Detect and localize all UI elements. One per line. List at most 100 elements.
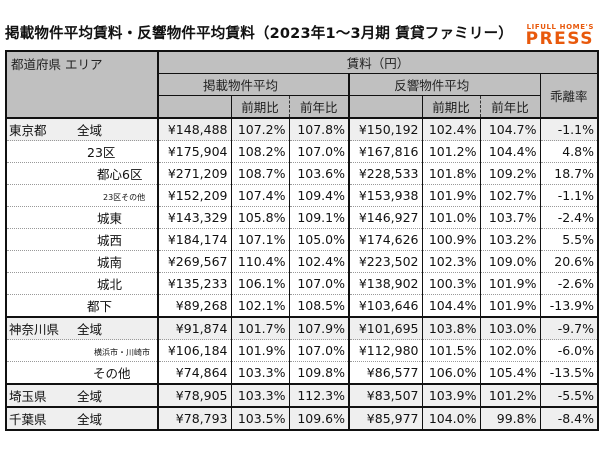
area-name: その他: [93, 366, 131, 381]
logo-bottom-text: PRESS: [525, 29, 594, 49]
gap-rate: -9.7%: [539, 316, 599, 340]
listed-qoq: 110.4%: [230, 250, 290, 273]
listed-qoq: 101.9%: [230, 339, 290, 362]
area-cell: その他: [5, 361, 159, 385]
page-title: 掲載物件平均賃料・反響物件平均賃料（2023年1～3月期 賃貸ファミリー）: [5, 26, 513, 42]
gap-rate: -2.6%: [539, 272, 599, 295]
area-name: 全域: [77, 123, 103, 138]
table-row: 埼玉県 全域 ¥78,905 103.3% 112.3% ¥83,507 103.…: [5, 383, 599, 408]
gap-rate: -8.4%: [539, 406, 599, 431]
response-yoy: 99.8%: [479, 406, 541, 431]
table-row: 横浜市・川崎市 ¥106,184 101.9% 107.0% ¥112,980 …: [5, 339, 599, 362]
listed-qoq: 103.5%: [230, 406, 290, 431]
listed-price: ¥89,268: [157, 294, 232, 318]
response-yoy: 103.0%: [479, 316, 541, 340]
listed-yoy: 105.0%: [288, 228, 350, 251]
area-cell: 23区その他: [5, 184, 159, 207]
response-qoq: 103.8%: [421, 316, 481, 340]
header-response-blank: [348, 95, 423, 119]
response-yoy: 109.2%: [479, 162, 541, 185]
response-price: ¥85,977: [348, 406, 423, 431]
listed-price: ¥175,904: [157, 140, 232, 163]
gap-rate: 20.6%: [539, 250, 599, 273]
listed-qoq: 108.2%: [230, 140, 290, 163]
table-row: 23区 ¥175,904 108.2% 107.0% ¥167,816 101.…: [5, 140, 599, 163]
rent-table: 都道府県 エリア 賃料（円） 掲載物件平均 反響物件平均 乖離率 前期比 前年比…: [5, 50, 599, 431]
listed-price: ¥152,209: [157, 184, 232, 207]
gap-rate: 5.5%: [539, 228, 599, 251]
table-row: その他 ¥74,864 103.3% 109.8% ¥86,577 106.0%…: [5, 361, 599, 385]
response-price: ¥83,507: [348, 383, 423, 408]
response-qoq: 103.9%: [421, 383, 481, 408]
header-listed-blank: [157, 95, 232, 119]
header-listed: 掲載物件平均: [157, 73, 350, 96]
gap-rate: -13.9%: [539, 294, 599, 318]
area-name: 23区その他: [103, 193, 146, 202]
table-row: 都下 ¥89,268 102.1% 108.5% ¥103,646 104.4%…: [5, 294, 599, 318]
response-qoq: 101.2%: [421, 140, 481, 163]
logo-top-text: LIFULL HOME'S: [526, 23, 594, 31]
listed-qoq: 107.1%: [230, 228, 290, 251]
response-qoq: 106.0%: [421, 361, 481, 385]
area-name: 23区: [87, 145, 116, 160]
header-response-yoy: 前年比: [479, 95, 541, 119]
header-area: 都道府県 エリア: [5, 50, 159, 119]
listed-qoq: 103.3%: [230, 361, 290, 385]
listed-price: ¥148,488: [157, 117, 232, 141]
response-qoq: 101.0%: [421, 206, 481, 229]
area-cell: 千葉県 全域: [5, 406, 159, 431]
listed-yoy: 109.6%: [288, 406, 350, 431]
response-qoq: 101.9%: [421, 184, 481, 207]
response-yoy: 102.7%: [479, 184, 541, 207]
listed-qoq: 108.7%: [230, 162, 290, 185]
area-cell: 23区: [5, 140, 159, 163]
response-price: ¥223,502: [348, 250, 423, 273]
header-gap: 乖離率: [539, 73, 599, 119]
listed-price: ¥271,209: [157, 162, 232, 185]
response-price: ¥146,927: [348, 206, 423, 229]
area-name: 城南: [97, 255, 123, 270]
area-cell: 都下: [5, 294, 159, 318]
listed-yoy: 102.4%: [288, 250, 350, 273]
area-name: 城西: [97, 233, 123, 248]
area-name: 全域: [77, 389, 103, 404]
listed-qoq: 106.1%: [230, 272, 290, 295]
response-yoy: 104.4%: [479, 140, 541, 163]
gap-rate: -1.1%: [539, 184, 599, 207]
prefecture: 神奈川県: [9, 322, 60, 337]
gap-rate: 4.8%: [539, 140, 599, 163]
table-row: 城東 ¥143,329 105.8% 109.1% ¥146,927 101.0…: [5, 206, 599, 229]
area-name: 都心6区: [97, 167, 143, 182]
header-response: 反響物件平均: [348, 73, 541, 96]
prefecture: 埼玉県: [9, 389, 47, 404]
response-price: ¥228,533: [348, 162, 423, 185]
listed-price: ¥91,874: [157, 316, 232, 340]
area-name: 城東: [97, 211, 123, 226]
prefecture: 東京都: [9, 123, 47, 138]
area-cell: 城西: [5, 228, 159, 251]
area-name: 都下: [87, 299, 113, 314]
response-price: ¥103,646: [348, 294, 423, 318]
table-row: 城南 ¥269,567 110.4% 102.4% ¥223,502 102.3…: [5, 250, 599, 273]
table-row: 千葉県 全域 ¥78,793 103.5% 109.6% ¥85,977 104.…: [5, 406, 599, 431]
listed-yoy: 107.8%: [288, 117, 350, 141]
header-listed-yoy: 前年比: [288, 95, 350, 119]
listed-yoy: 103.6%: [288, 162, 350, 185]
listed-yoy: 109.1%: [288, 206, 350, 229]
response-yoy: 105.4%: [479, 361, 541, 385]
gap-rate: 18.7%: [539, 162, 599, 185]
area-cell: 城東: [5, 206, 159, 229]
table-row: 城北 ¥135,233 106.1% 107.0% ¥138,902 100.3…: [5, 272, 599, 295]
header-rent: 賃料（円）: [157, 50, 599, 74]
lifull-homes-press-logo: LIFULL HOME'S PRESS: [526, 23, 594, 48]
area-cell: 城南: [5, 250, 159, 273]
listed-qoq: 101.7%: [230, 316, 290, 340]
header-listed-qoq: 前期比: [230, 95, 290, 119]
listed-price: ¥143,329: [157, 206, 232, 229]
response-yoy: 101.9%: [479, 272, 541, 295]
listed-yoy: 107.0%: [288, 272, 350, 295]
response-price: ¥167,816: [348, 140, 423, 163]
listed-price: ¥78,905: [157, 383, 232, 408]
listed-price: ¥269,567: [157, 250, 232, 273]
listed-price: ¥106,184: [157, 339, 232, 362]
